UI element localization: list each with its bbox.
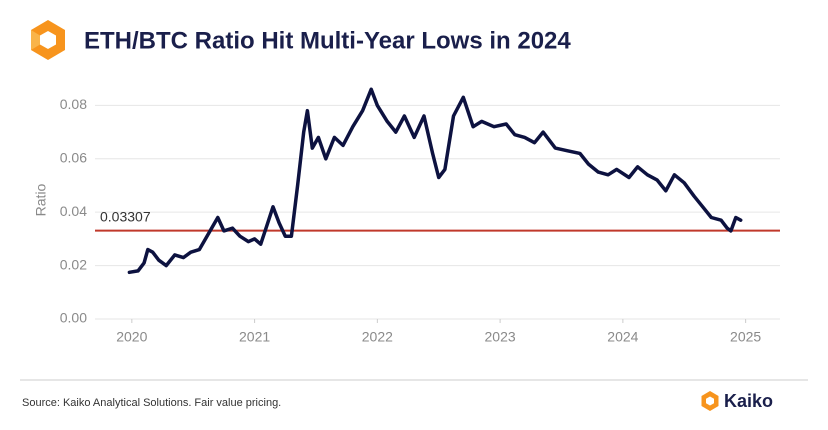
brand-name: Kaiko xyxy=(724,391,773,411)
x-tick-label: 2022 xyxy=(362,329,393,345)
x-tick-label: 2023 xyxy=(485,329,516,345)
y-tick-label: 0.06 xyxy=(60,149,87,165)
y-tick-label: 0.08 xyxy=(60,96,87,112)
x-tick-label: 2021 xyxy=(239,329,270,345)
brand-logo xyxy=(701,391,719,411)
y-tick-label: 0.00 xyxy=(60,310,87,326)
data-line xyxy=(127,87,743,275)
y-axis-label: Ratio xyxy=(33,183,49,216)
logo xyxy=(31,20,65,60)
x-tick-label: 2025 xyxy=(730,329,761,345)
x-tick-label: 2020 xyxy=(116,329,147,345)
source-note: Source: Kaiko Analytical Solutions. Fair… xyxy=(22,397,281,409)
chart-title: ETH/BTC Ratio Hit Multi-Year Lows in 202… xyxy=(84,27,571,54)
x-tick-label: 2024 xyxy=(607,329,638,345)
y-tick-label: 0.02 xyxy=(60,256,87,272)
y-tick-label: 0.04 xyxy=(60,203,87,219)
reference-label: 0.03307 xyxy=(100,208,151,224)
